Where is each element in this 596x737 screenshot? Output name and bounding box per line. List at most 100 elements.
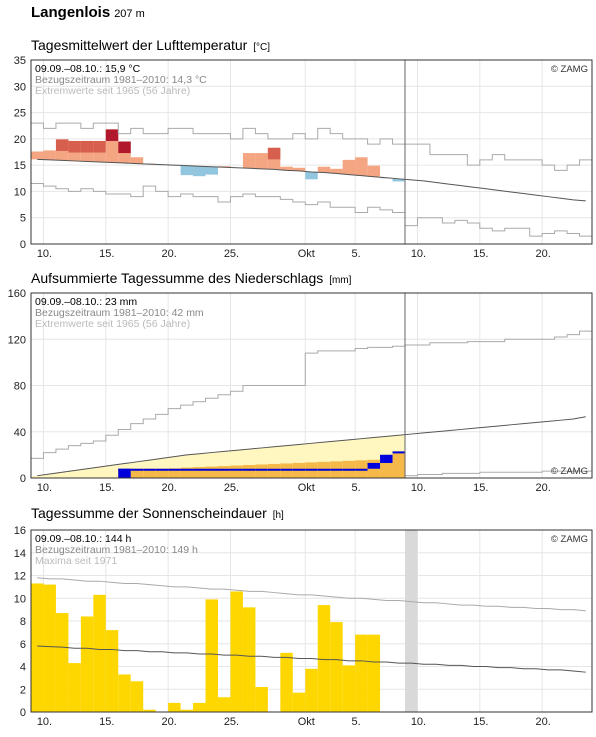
y-tick-label: 35 [14, 55, 26, 67]
sun-bar [31, 583, 44, 712]
sun-bar [317, 605, 331, 712]
sun-bar [218, 697, 231, 712]
temp-bar [255, 153, 268, 169]
x-tick-label: 15. [473, 716, 488, 728]
sun-bar [93, 594, 106, 712]
x-tick-label: 10. [411, 482, 426, 494]
sun-bar [230, 591, 243, 712]
precip-bar [230, 465, 243, 478]
precip-cumulative-step [180, 468, 194, 471]
y-tick-label: 8 [20, 616, 26, 628]
legend-line: 09.09.–08.10.: 144 h [35, 533, 131, 545]
y-tick-label: 0 [20, 707, 26, 719]
precip-cumulative-step [267, 468, 281, 471]
temp-title-unit: [°C] [253, 42, 270, 53]
precip-bar [180, 467, 194, 478]
sun-bar [330, 622, 343, 712]
y-tick-label: 16 [14, 525, 26, 537]
x-tick-label: 20. [535, 482, 550, 494]
missing-data-bar [405, 530, 418, 712]
temp-bar [292, 167, 306, 171]
sun-bar [143, 709, 156, 712]
precip-bar [143, 468, 156, 478]
y-tick-label: 15 [14, 160, 26, 172]
precip-cumulative-step [392, 451, 405, 454]
x-tick-label: 25. [224, 716, 239, 728]
precip-cumulative-step [242, 468, 256, 471]
x-tick-label: 10. [411, 248, 426, 260]
y-tick-label: 30 [14, 81, 26, 93]
y-tick-label: 25 [14, 108, 26, 120]
legend-line: Extremwerte seit 1965 (56 Jahre) [35, 318, 190, 330]
x-tick-label: 5. [352, 482, 361, 494]
y-tick-label: 160 [8, 288, 26, 300]
temp-bar [342, 159, 356, 175]
legend-line: 09.09.–08.10.: 15,9 °C [35, 63, 141, 75]
extreme-min-line [31, 183, 592, 237]
sunshine-chart: 0 2 4 6 8 10 12 14 16 10. 15. 20. 25. Okt 5. 10. 15. 20. 0… [14, 525, 593, 728]
temp-bar-extreme [267, 147, 281, 160]
x-tick-label: 15. [473, 248, 488, 260]
sun-bar [43, 584, 56, 712]
station-altitude: 207 m [114, 8, 145, 20]
temp-bar-extreme [118, 141, 131, 154]
sun-bar [255, 686, 268, 712]
temp-bar [280, 166, 293, 171]
x-tick-label: 25. [224, 482, 239, 494]
extreme-max-line [37, 577, 586, 612]
precip-cumulative-step [193, 468, 206, 471]
credit-label: © ZAMG [551, 534, 588, 545]
temp-chart-title: Tagesmittelwert der Lufttemperatur [°C] [31, 37, 270, 53]
temp-bar [205, 166, 218, 175]
sun-bar [80, 616, 94, 712]
precip-bar [155, 468, 169, 478]
temp-bar [43, 150, 56, 160]
x-tick-label: 5. [352, 248, 361, 260]
temp-bar-extreme [68, 140, 81, 153]
sun-bar [205, 599, 218, 712]
x-tick-label: 10. [37, 716, 52, 728]
temp-bar [130, 157, 144, 164]
precip-bar [218, 466, 231, 478]
precip-cumulative-step [317, 468, 331, 471]
temp-bar [180, 165, 194, 176]
precip-bar [242, 464, 256, 478]
x-tick-label: Okt [298, 482, 315, 494]
precip-cumulative-step [292, 468, 306, 471]
legend-line: Bezugszeitraum 1981–2010: 42 mm [35, 307, 204, 319]
precip-day-rain [367, 462, 381, 469]
precip-bar [205, 466, 218, 478]
extreme-max-line [31, 122, 592, 171]
precip-bar [255, 464, 268, 478]
precip-chart-title: Aufsummierte Tagessumme des Niederschlag… [31, 270, 351, 286]
x-tick-label: Okt [298, 716, 315, 728]
plot-frame [30, 59, 593, 245]
sun-bar [180, 709, 194, 712]
temp-bar-extreme [55, 139, 69, 151]
precip-bar [193, 467, 206, 478]
precip-cumulative-step [355, 468, 368, 471]
y-tick-label: 80 [14, 381, 26, 393]
x-tick-label: 15. [473, 482, 488, 494]
y-tick-label: 5 [20, 213, 26, 225]
y-tick-label: 10 [14, 593, 26, 605]
precip-cumulative-step [143, 468, 156, 471]
temp-bar [31, 151, 44, 160]
x-tick-label: Okt [298, 248, 315, 260]
sun-bar [168, 702, 181, 712]
precip-cumulative-step [305, 468, 318, 471]
sun-bar [193, 702, 206, 712]
y-tick-label: 2 [20, 684, 26, 696]
plot-frame [30, 529, 593, 713]
sun-bar [292, 692, 306, 712]
x-tick-label: 20. [535, 248, 550, 260]
temp-bar-extreme [80, 140, 94, 153]
y-tick-label: 40 [14, 427, 26, 439]
climate-mean-line [37, 158, 586, 202]
x-tick-label: 10. [37, 482, 52, 494]
precip-bar [392, 451, 405, 478]
x-tick-label: 10. [37, 248, 52, 260]
temp-bar [242, 153, 256, 169]
station-name: Langenlois [31, 4, 111, 21]
x-tick-label: 15. [99, 716, 114, 728]
